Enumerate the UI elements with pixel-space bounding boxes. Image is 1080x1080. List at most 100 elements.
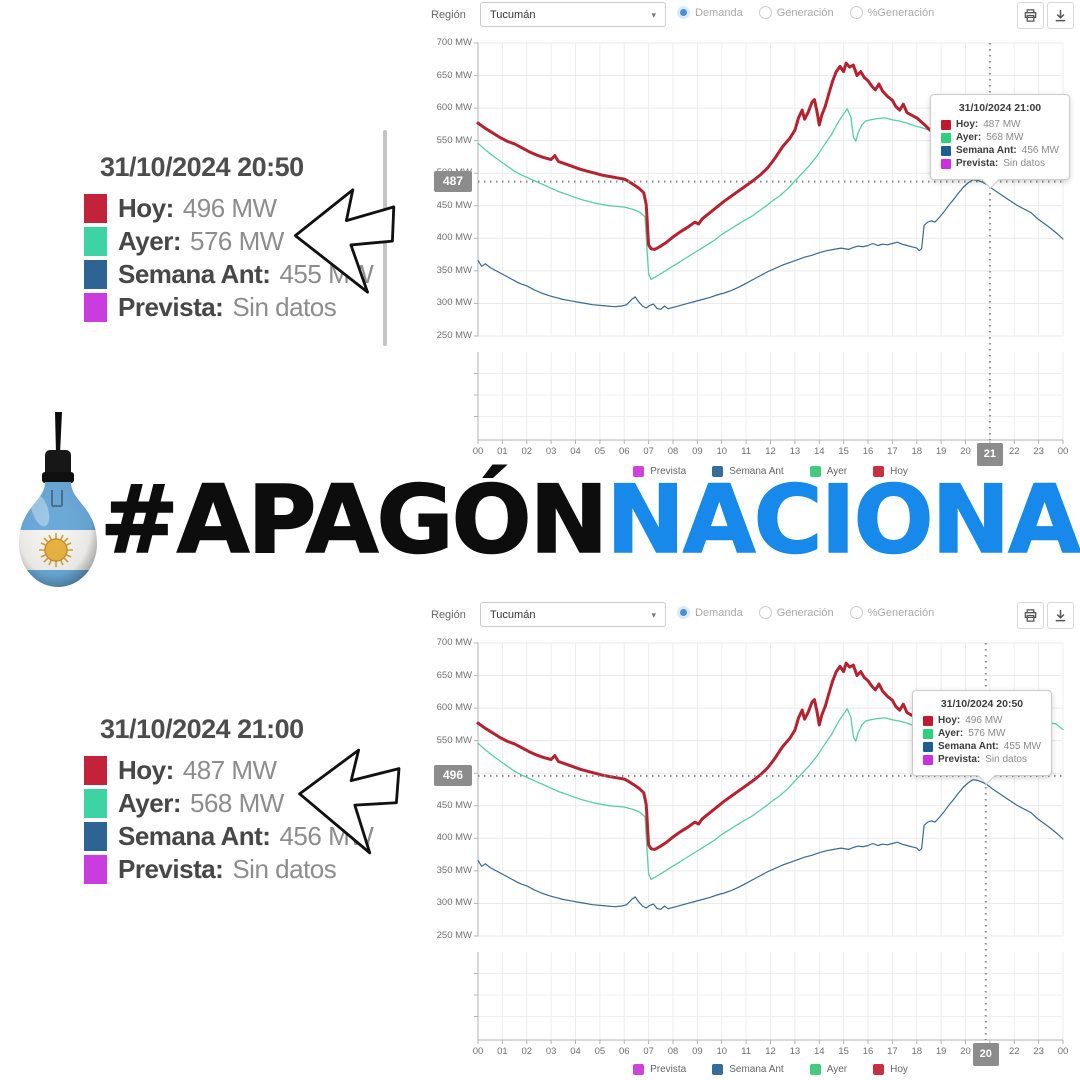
metric-radio-group: Demanda Generación %Generación xyxy=(677,6,934,19)
radio-label: Demanda xyxy=(695,6,743,19)
legend-item-prevista[interactable]: Prevista xyxy=(633,1064,686,1075)
region-label: Región xyxy=(431,609,466,621)
tooltip-callout-2100: 31/10/2024 21:00 Hoy: 487 MW Ayer: 568 MW Se… xyxy=(84,714,394,887)
region-select[interactable]: Tucumán ▾ xyxy=(480,2,666,27)
series-label: Ayer: xyxy=(938,728,964,739)
y-axis-tick-label: 600 MW xyxy=(436,702,472,714)
series-line-hoy xyxy=(476,661,988,851)
x-axis-tick-label: 14 xyxy=(813,446,825,457)
callout-rows: Hoy: 496 MW Ayer: 576 MW Semana Ant: 455 MW Pr… xyxy=(84,193,394,323)
hashtag-title: #APAGÓNNACIONAL xyxy=(99,473,1080,569)
x-axis-tick-label: 07 xyxy=(643,446,654,457)
series-swatch-icon xyxy=(941,158,951,169)
radio-label: Demanda xyxy=(695,606,743,619)
series-swatch-icon xyxy=(923,741,933,752)
series-swatch-icon xyxy=(84,789,107,818)
x-axis-tick-label: 09 xyxy=(692,1046,703,1057)
series-value: 496 MW xyxy=(182,193,277,223)
radio-generacin[interactable]: Generación xyxy=(758,606,834,619)
tooltip-row: Hoy: 487 MW xyxy=(941,119,1059,130)
radio-dot-icon xyxy=(849,6,863,19)
callout-row: Prevista: Sin datos xyxy=(84,292,394,323)
tooltip-datetime: 31/10/2024 20:50 xyxy=(940,698,1024,710)
legend-item-prevista[interactable]: Prevista xyxy=(633,466,686,477)
series-value: 487 MW xyxy=(182,755,277,785)
series-value: 568 MW xyxy=(190,788,284,818)
legend-label: Semana Ant xyxy=(729,1064,784,1075)
radio-label: %Generación xyxy=(867,606,935,619)
radio-generacin[interactable]: %Generación xyxy=(849,606,935,619)
legend-swatch-icon xyxy=(633,1064,645,1075)
radio-demanda[interactable]: Demanda xyxy=(677,606,743,619)
radio-generacin[interactable]: %Generación xyxy=(849,6,934,19)
series-swatch-icon xyxy=(923,754,933,765)
cursor-hour-badge: 20 xyxy=(972,1043,999,1066)
series-value: 568 MW xyxy=(986,132,1024,143)
legend-swatch-icon xyxy=(712,466,724,477)
print-button[interactable] xyxy=(1017,602,1044,629)
series-value: 456 MW xyxy=(1021,145,1059,156)
x-axis-tick-label: 02 xyxy=(521,446,533,457)
legend-item-semana-ant[interactable]: Semana Ant xyxy=(712,466,784,477)
x-axis-tick-label: 09 xyxy=(692,446,703,457)
radio-dot-icon xyxy=(849,606,863,619)
legend-label: Hoy xyxy=(890,1064,908,1075)
y-axis-tick-label: 600 MW xyxy=(436,102,472,114)
legend-swatch-icon xyxy=(809,466,821,477)
legend-item-hoy[interactable]: Hoy xyxy=(873,466,908,477)
cursor-value-badge: 496 xyxy=(434,765,472,787)
legend-swatch-icon xyxy=(633,466,645,477)
download-button[interactable] xyxy=(1047,2,1074,29)
y-axis-tick-label: 300 MW xyxy=(436,297,472,309)
series-value: 576 MW xyxy=(968,728,1006,739)
radio-generacin[interactable]: Generación xyxy=(758,6,834,19)
radio-dot-icon xyxy=(677,6,690,19)
y-axis-tick-label: 450 MW xyxy=(436,799,472,811)
callout-row: Ayer: 576 MW xyxy=(84,226,394,257)
region-select[interactable]: Tucumán ▾ xyxy=(480,602,666,627)
y-axis-tick-label: 550 MW xyxy=(436,134,472,146)
legend-item-ayer[interactable]: Ayer xyxy=(809,1064,847,1075)
y-axis-tick-label: 450 MW xyxy=(436,199,472,211)
arrow-annotation-icon xyxy=(298,748,401,855)
print-button[interactable] xyxy=(1017,2,1044,29)
series-swatch-icon xyxy=(84,194,107,223)
x-axis-tick-label: 12 xyxy=(765,1046,776,1057)
series-value: Sin datos xyxy=(232,854,337,884)
callout-row: Semana Ant: 455 MW xyxy=(84,259,394,290)
x-axis-tick-label: 00 xyxy=(472,446,484,457)
legend-item-hoy[interactable]: Hoy xyxy=(873,1064,908,1075)
series-swatch-icon xyxy=(84,756,107,785)
x-axis-tick-label: 03 xyxy=(545,1046,557,1057)
tooltip-row: Prevista: Sin datos xyxy=(923,754,1041,765)
x-axis-tick-label: 08 xyxy=(667,1046,679,1057)
legend-item-semana-ant[interactable]: Semana Ant xyxy=(712,1064,784,1075)
plot-area xyxy=(474,42,1064,444)
x-axis-tick-label: 16 xyxy=(862,1046,874,1057)
x-axis-tick-label: 17 xyxy=(887,1046,898,1057)
series-value: 496 MW xyxy=(965,715,1003,726)
cursor-hour-badge: 21 xyxy=(976,443,1003,466)
series-label: Semana Ant: xyxy=(938,741,999,752)
chart-legend: Prevista Semana Ant Ayer Hoy xyxy=(478,1064,1063,1075)
series-value: Sin datos xyxy=(985,754,1027,765)
tooltip-row: Semana Ant: 456 MW xyxy=(941,145,1059,156)
y-axis-tick-label: 350 MW xyxy=(436,264,472,276)
legend-label: Prevista xyxy=(650,466,687,477)
download-button[interactable] xyxy=(1047,602,1074,629)
callout-rows: Hoy: 487 MW Ayer: 568 MW Semana Ant: 456 MW Pr… xyxy=(84,755,394,885)
radio-demanda[interactable]: Demanda xyxy=(677,6,743,19)
download-icon xyxy=(1055,9,1066,22)
x-axis-tick-label: 20 xyxy=(960,446,971,457)
legend-swatch-icon xyxy=(873,466,885,477)
series-label: Prevista: xyxy=(118,854,224,884)
y-axis-tick-label: 650 MW xyxy=(436,669,472,681)
series-label: Hoy: xyxy=(938,715,961,726)
y-axis-tick-label: 650 MW xyxy=(436,69,472,81)
legend-item-ayer[interactable]: Ayer xyxy=(809,466,847,477)
legend-label: Hoy xyxy=(890,466,908,477)
series-label: Ayer: xyxy=(956,132,982,143)
x-axis-tick-label: 06 xyxy=(618,446,630,457)
y-axis-tick-label: 400 MW xyxy=(436,832,472,844)
